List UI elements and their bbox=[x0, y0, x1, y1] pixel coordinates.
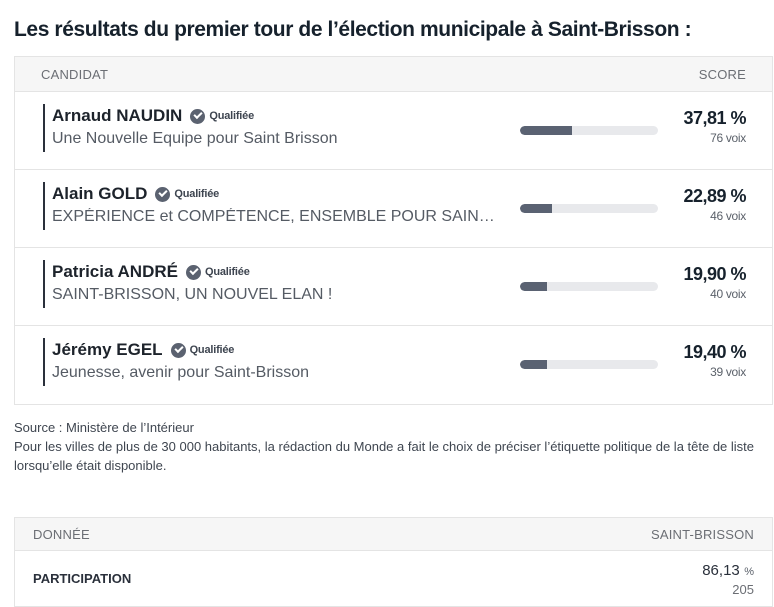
score-votes: 40 voix bbox=[710, 287, 746, 301]
results-table: CANDIDAT SCORE Arnaud NAUDIN Qualifiée U… bbox=[14, 56, 773, 405]
score-votes: 46 voix bbox=[710, 209, 746, 223]
score-votes: 39 voix bbox=[710, 365, 746, 379]
data-label: PARTICIPATION bbox=[33, 571, 132, 586]
check-badge-icon bbox=[170, 342, 186, 358]
candidate-row: Jérémy EGEL Qualifiée Jeunesse, avenir p… bbox=[15, 326, 772, 404]
participation-value: 86,13 bbox=[702, 562, 740, 579]
qualified-label: Qualifiée bbox=[209, 110, 255, 122]
list-name: Une Nouvelle Equipe pour Saint Brisson bbox=[52, 130, 338, 147]
score-bar-fill bbox=[520, 282, 548, 291]
qualified-label: Qualifiée bbox=[174, 188, 220, 200]
header-data: DONNÉE bbox=[33, 526, 90, 542]
candidate-row: Arnaud NAUDIN Qualifiée Une Nouvelle Equ… bbox=[15, 92, 772, 170]
source-note: Source : Ministère de l’Intérieur Pour l… bbox=[14, 418, 769, 475]
score-percent: 19,90 % bbox=[683, 264, 746, 284]
score-bar bbox=[520, 360, 658, 369]
candidate-row: Alain GOLD Qualifiée EXPÉRIENCE et COMPÉ… bbox=[15, 170, 772, 248]
score: 19,90 % 40 voix bbox=[683, 264, 746, 301]
candidate-row: Patricia ANDRÉ Qualifiée SAINT-BRISSON, … bbox=[15, 248, 772, 326]
header-city: SAINT-BRISSON bbox=[650, 526, 754, 542]
header-score: SCORE bbox=[698, 66, 746, 82]
score-percent: 37,81 % bbox=[683, 108, 746, 128]
data-row-participation: PARTICIPATION 86,13 % 205 bbox=[15, 551, 772, 607]
score: 22,89 % 46 voix bbox=[683, 186, 746, 223]
check-badge-icon bbox=[185, 264, 201, 280]
score-bar-fill bbox=[520, 360, 547, 369]
data-table: DONNÉE SAINT-BRISSON PARTICIPATION 86,13… bbox=[14, 517, 773, 607]
participation-unit: % bbox=[744, 566, 754, 578]
candidate-name: Arnaud NAUDIN bbox=[52, 106, 183, 125]
candidate-name: Alain GOLD bbox=[52, 184, 148, 203]
methodology-note: Pour les villes de plus de 30 000 habita… bbox=[14, 439, 755, 473]
data-value: 86,13 % 205 bbox=[702, 562, 754, 597]
score-bar bbox=[520, 126, 658, 135]
source-line: Source : Ministère de l’Intérieur bbox=[14, 420, 194, 435]
page-title: Les résultats du premier tour de l’élect… bbox=[14, 18, 692, 41]
check-badge-icon bbox=[190, 108, 206, 124]
qualified-label: Qualifiée bbox=[189, 344, 235, 356]
list-name: Jeunesse, avenir pour Saint-Brisson bbox=[52, 364, 310, 381]
header-candidate: CANDIDAT bbox=[41, 66, 109, 82]
list-name: SAINT-BRISSON, UN NOUVEL ELAN ! bbox=[52, 286, 333, 303]
score-percent: 19,40 % bbox=[683, 342, 746, 362]
score: 19,40 % 39 voix bbox=[683, 342, 746, 379]
score-votes: 76 voix bbox=[710, 131, 746, 145]
participation-count: 205 bbox=[732, 582, 754, 597]
score-bar bbox=[520, 282, 658, 291]
results-header: CANDIDAT SCORE bbox=[15, 57, 772, 92]
qualified-label: Qualifiée bbox=[204, 266, 250, 278]
score-bar bbox=[520, 204, 658, 213]
candidate-info: Jérémy EGEL Qualifiée Jeunesse, avenir p… bbox=[43, 338, 309, 386]
candidate-name: Patricia ANDRÉ bbox=[52, 262, 178, 281]
score-percent: 22,89 % bbox=[683, 186, 746, 206]
candidate-name: Jérémy EGEL bbox=[52, 340, 163, 359]
score: 37,81 % 76 voix bbox=[683, 108, 746, 145]
data-table-header: DONNÉE SAINT-BRISSON bbox=[15, 518, 772, 551]
score-bar-fill bbox=[520, 204, 552, 213]
candidate-info: Alain GOLD Qualifiée EXPÉRIENCE et COMPÉ… bbox=[43, 182, 495, 230]
check-badge-icon bbox=[155, 186, 171, 202]
candidate-info: Arnaud NAUDIN Qualifiée Une Nouvelle Equ… bbox=[43, 104, 338, 152]
list-name: EXPÉRIENCE et COMPÉTENCE, ENSEMBLE POUR … bbox=[52, 208, 495, 225]
candidate-info: Patricia ANDRÉ Qualifiée SAINT-BRISSON, … bbox=[43, 260, 332, 308]
score-bar-fill bbox=[520, 126, 573, 135]
